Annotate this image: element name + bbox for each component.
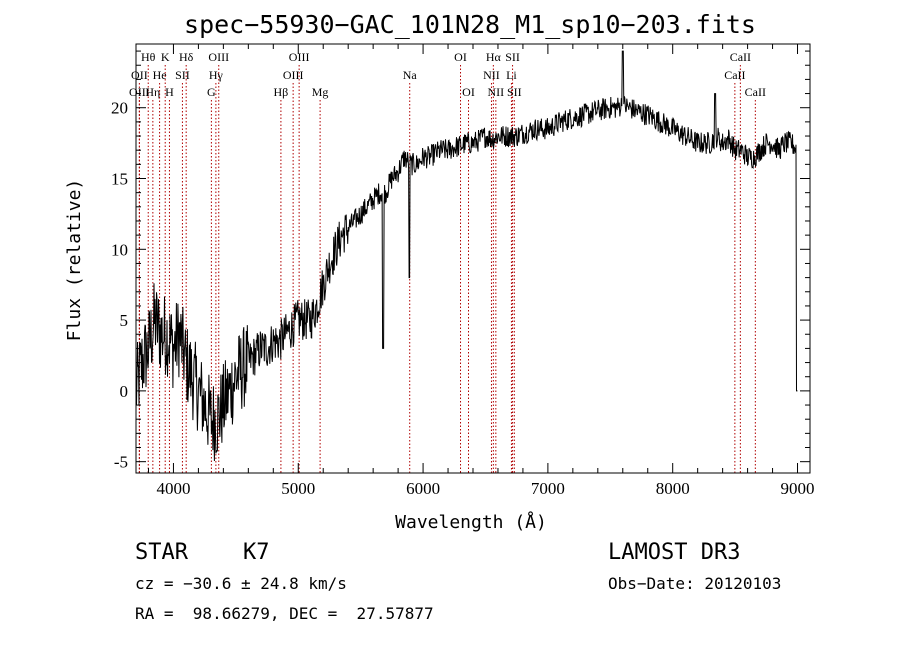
- line-marker-label: OIII: [283, 68, 304, 82]
- y-tick-label: 5: [120, 311, 129, 330]
- x-tick-label: 5000: [281, 479, 315, 498]
- observation-date: Obs−Date: 20120103: [608, 574, 782, 593]
- spectral-subclass: K7: [243, 540, 270, 565]
- line-marker-label: Na: [403, 68, 418, 82]
- coordinates: RA = 98.66279, DEC = 27.57877: [135, 604, 434, 623]
- y-tick-label: 15: [111, 170, 128, 189]
- line-marker-label: Hθ: [141, 50, 156, 64]
- x-tick-label: 9000: [781, 479, 815, 498]
- line-marker-label: H: [165, 85, 174, 99]
- line-marker-label: OI: [454, 50, 467, 64]
- y-axis-label: Flux (relative): [64, 179, 85, 342]
- object-class: STAR: [135, 540, 188, 565]
- y-tick-label: 10: [111, 240, 128, 259]
- redshift-value: cz = −30.6 ± 24.8 km/s: [135, 574, 347, 593]
- chart-title: spec−55930−GAC_101N28_M1_sp10−203.fits: [184, 10, 756, 39]
- line-marker-label: Mg: [312, 85, 329, 99]
- line-marker-label: Hδ: [179, 50, 194, 64]
- line-marker-label: Li: [506, 68, 517, 82]
- line-marker-label: G: [207, 85, 216, 99]
- x-tick-label: 8000: [656, 479, 690, 498]
- line-marker-label: Hβ: [274, 85, 289, 99]
- line-marker-label: Hη: [145, 85, 160, 99]
- line-marker-label: OII: [131, 68, 148, 82]
- line-marker-label: OIII: [129, 85, 150, 99]
- line-marker-label: Hγ: [209, 68, 224, 82]
- line-marker-label: SII: [175, 68, 190, 82]
- y-tick-label: 0: [120, 382, 129, 401]
- y-axis-ticks: -5 0 5 10 15 20: [111, 50, 810, 472]
- line-marker-label: NII: [483, 68, 500, 82]
- y-tick-label: 20: [111, 99, 128, 118]
- plot-frame: [135, 43, 811, 474]
- line-marker-label: NII: [488, 85, 505, 99]
- x-tick-label: 4000: [156, 479, 190, 498]
- x-tick-label: 7000: [531, 479, 565, 498]
- line-marker-label: OIII: [208, 50, 229, 64]
- line-marker-label: Hα: [486, 50, 502, 64]
- line-marker-label: He: [153, 68, 167, 82]
- line-marker-label: CaII: [745, 85, 766, 99]
- y-tick-label: -5: [114, 453, 128, 472]
- x-axis-ticks: 4000 5000 6000 7000 8000 9000: [147, 44, 815, 498]
- line-marker-label: CaII: [724, 68, 745, 82]
- line-marker-label: SII: [507, 85, 522, 99]
- series-layer: [135, 50, 798, 462]
- line-marker-label: OIII: [289, 50, 310, 64]
- line-marker-label: K: [161, 50, 170, 64]
- spectrum-line: [135, 50, 798, 462]
- x-tick-label: 6000: [406, 479, 440, 498]
- survey-name: LAMOST DR3: [608, 540, 741, 565]
- line-marker-label: SII: [505, 50, 520, 64]
- line-marker-label: CaII: [730, 50, 751, 64]
- line-marker-label: OI: [462, 85, 475, 99]
- x-axis-label: Wavelength (Å): [395, 511, 547, 533]
